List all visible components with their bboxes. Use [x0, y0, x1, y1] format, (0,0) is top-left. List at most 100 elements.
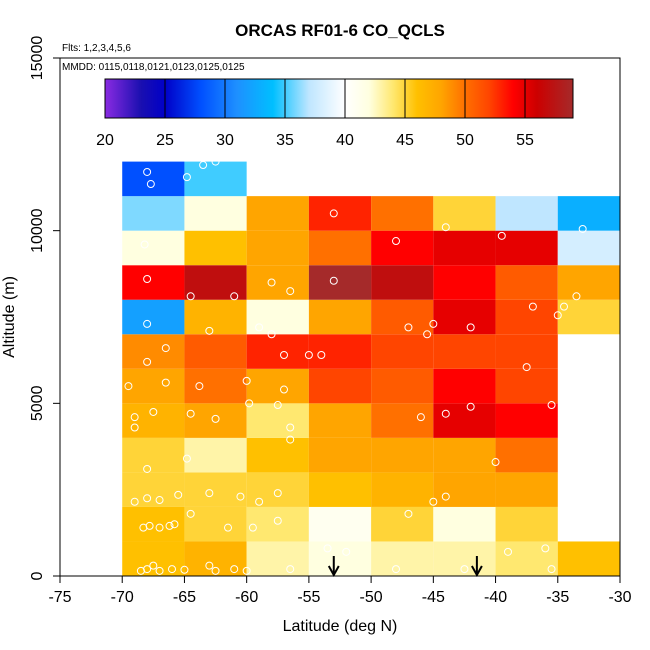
sample-point: [429, 319, 438, 328]
sample-point: [392, 237, 400, 246]
heatmap-cell: [495, 230, 558, 266]
sample-point: [182, 173, 191, 182]
heatmap-cell: [495, 403, 558, 438]
x-tick-label: -60: [235, 589, 258, 606]
heatmap-cell: [184, 230, 247, 266]
y-tick-label: 5000: [29, 385, 46, 421]
sample-point: [404, 509, 413, 518]
heatmap-cell: [495, 368, 558, 404]
sample-point: [230, 565, 239, 574]
x-tick-label: -65: [173, 589, 196, 606]
heatmap-cell: [122, 437, 185, 473]
sample-point: [168, 565, 176, 574]
heatmap-cell: [246, 299, 309, 335]
x-axis: -75 -70 -65 -60 -55 -50 -45 -40 -35 -30: [48, 576, 632, 606]
heatmap-cell: [308, 196, 372, 231]
heatmap-cell: [557, 299, 620, 335]
heatmap-cell: [495, 265, 558, 300]
heatmap-cell: [184, 437, 247, 473]
sample-point: [560, 302, 568, 311]
heatmap-cell: [371, 265, 434, 300]
sample-point: [286, 287, 295, 296]
heatmap-cell: [184, 334, 247, 369]
heatmap-cell: [433, 299, 496, 335]
heatmap-cell: [371, 299, 434, 335]
sample-point: [466, 323, 475, 332]
heatmap-cell: [246, 403, 309, 438]
sample-point: [547, 565, 556, 574]
heatmap-cell: [246, 368, 309, 404]
sample-point: [145, 521, 154, 530]
sample-point: [205, 489, 214, 498]
heatmap-cell: [122, 541, 185, 576]
heatmap-cell: [371, 541, 434, 576]
sample-point: [195, 382, 204, 391]
sample-point: [522, 363, 531, 372]
sample-point: [267, 278, 276, 287]
heatmap-cell: [122, 230, 185, 266]
sample-point: [242, 376, 251, 385]
sample-point: [423, 330, 432, 339]
heatmap-cell: [371, 437, 434, 473]
y-tick-label: 10000: [29, 208, 46, 253]
sample-point: [170, 520, 179, 529]
heatmap-cell: [122, 472, 185, 507]
sample-point: [143, 275, 152, 284]
heatmap-cell: [308, 299, 372, 335]
sample-point: [416, 413, 425, 422]
heatmap-cell: [184, 506, 247, 542]
colorbar-tick-label: 35: [276, 132, 294, 149]
sample-point: [143, 494, 152, 503]
sample-point: [491, 458, 500, 467]
heatmap-cell: [433, 265, 496, 300]
colorbar-tick-label: 40: [336, 132, 354, 149]
sample-point: [149, 407, 158, 416]
sample-point: [255, 497, 264, 506]
sample-point: [165, 521, 174, 530]
heatmap-cell: [122, 334, 185, 369]
heatmap-cell: [371, 334, 434, 369]
sample-point: [342, 547, 351, 556]
heatmap-cell: [122, 265, 185, 300]
flights-note: Flts: 1,2,3,4,5,6: [62, 43, 131, 54]
heatmap-cell: [308, 265, 372, 300]
heatmap-cell: [122, 196, 185, 231]
sample-point: [528, 302, 537, 311]
dates-note: MMDD: 0115,0118,0121,0123,0125,0125: [62, 62, 245, 73]
sample-point: [211, 566, 220, 575]
sample-point: [280, 350, 288, 359]
sample-point: [155, 496, 164, 505]
heatmap-cell: [371, 368, 434, 404]
heatmap-cell: [184, 472, 247, 507]
plot-frame: [59, 57, 621, 577]
sample-point: [161, 378, 170, 387]
sample-point: [286, 565, 295, 574]
heatmap-cell: [557, 265, 620, 300]
sample-point: [429, 497, 438, 506]
sample-point: [441, 409, 450, 418]
heatmap-cell: [246, 230, 309, 266]
sample-point: [392, 565, 400, 574]
sample-point: [143, 319, 152, 328]
x-tick-label: -50: [360, 589, 383, 606]
heatmap-cell: [557, 230, 620, 266]
sample-point: [155, 523, 164, 532]
sample-point: [199, 161, 208, 170]
sample-point: [245, 399, 254, 408]
sample-point: [541, 544, 550, 553]
sample-point: [155, 566, 164, 575]
sample-point: [180, 565, 189, 574]
sample-point: [460, 565, 469, 574]
sample-point: [304, 350, 313, 359]
x-axis-label: Latitude (deg N): [283, 618, 398, 635]
sample-point: [329, 276, 338, 285]
colorbar: [105, 79, 573, 118]
heatmap-cell: [495, 299, 558, 335]
sample-point: [186, 409, 195, 418]
heatmap-cell: [495, 541, 558, 576]
heatmap-cell: [308, 506, 372, 542]
heatmap-cell: [557, 541, 620, 576]
heatmap-cell: [184, 541, 247, 576]
sample-point: [161, 344, 170, 353]
heatmap-cell: [308, 368, 372, 404]
